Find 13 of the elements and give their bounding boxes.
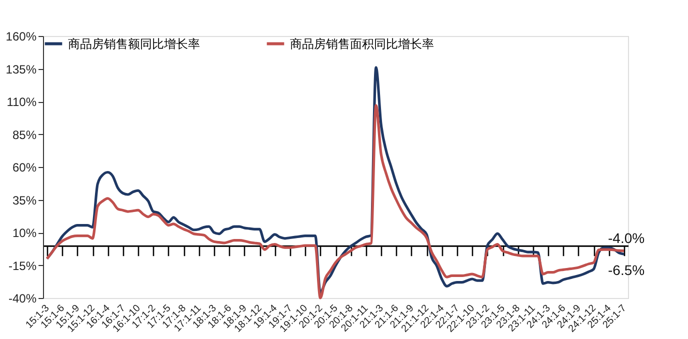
annotation: -4.0% [608,230,645,246]
y-tick-label: 110% [6,95,37,109]
y-tick-label: 160% [6,30,37,44]
annotation: -6.5% [608,262,645,278]
legend-label: 商品房销售面积同比增长率 [290,36,434,51]
y-tick-label: -40% [8,292,37,306]
y-tick-label: 10% [12,226,37,240]
y-tick-label: 60% [12,160,37,174]
y-tick-label: -15% [8,258,37,273]
y-tick-label: 35% [12,193,37,208]
legend-label: 商品房销售额同比增长率 [68,36,200,51]
y-tick-label: 135% [6,62,37,76]
y-tick-label: 85% [12,128,37,142]
